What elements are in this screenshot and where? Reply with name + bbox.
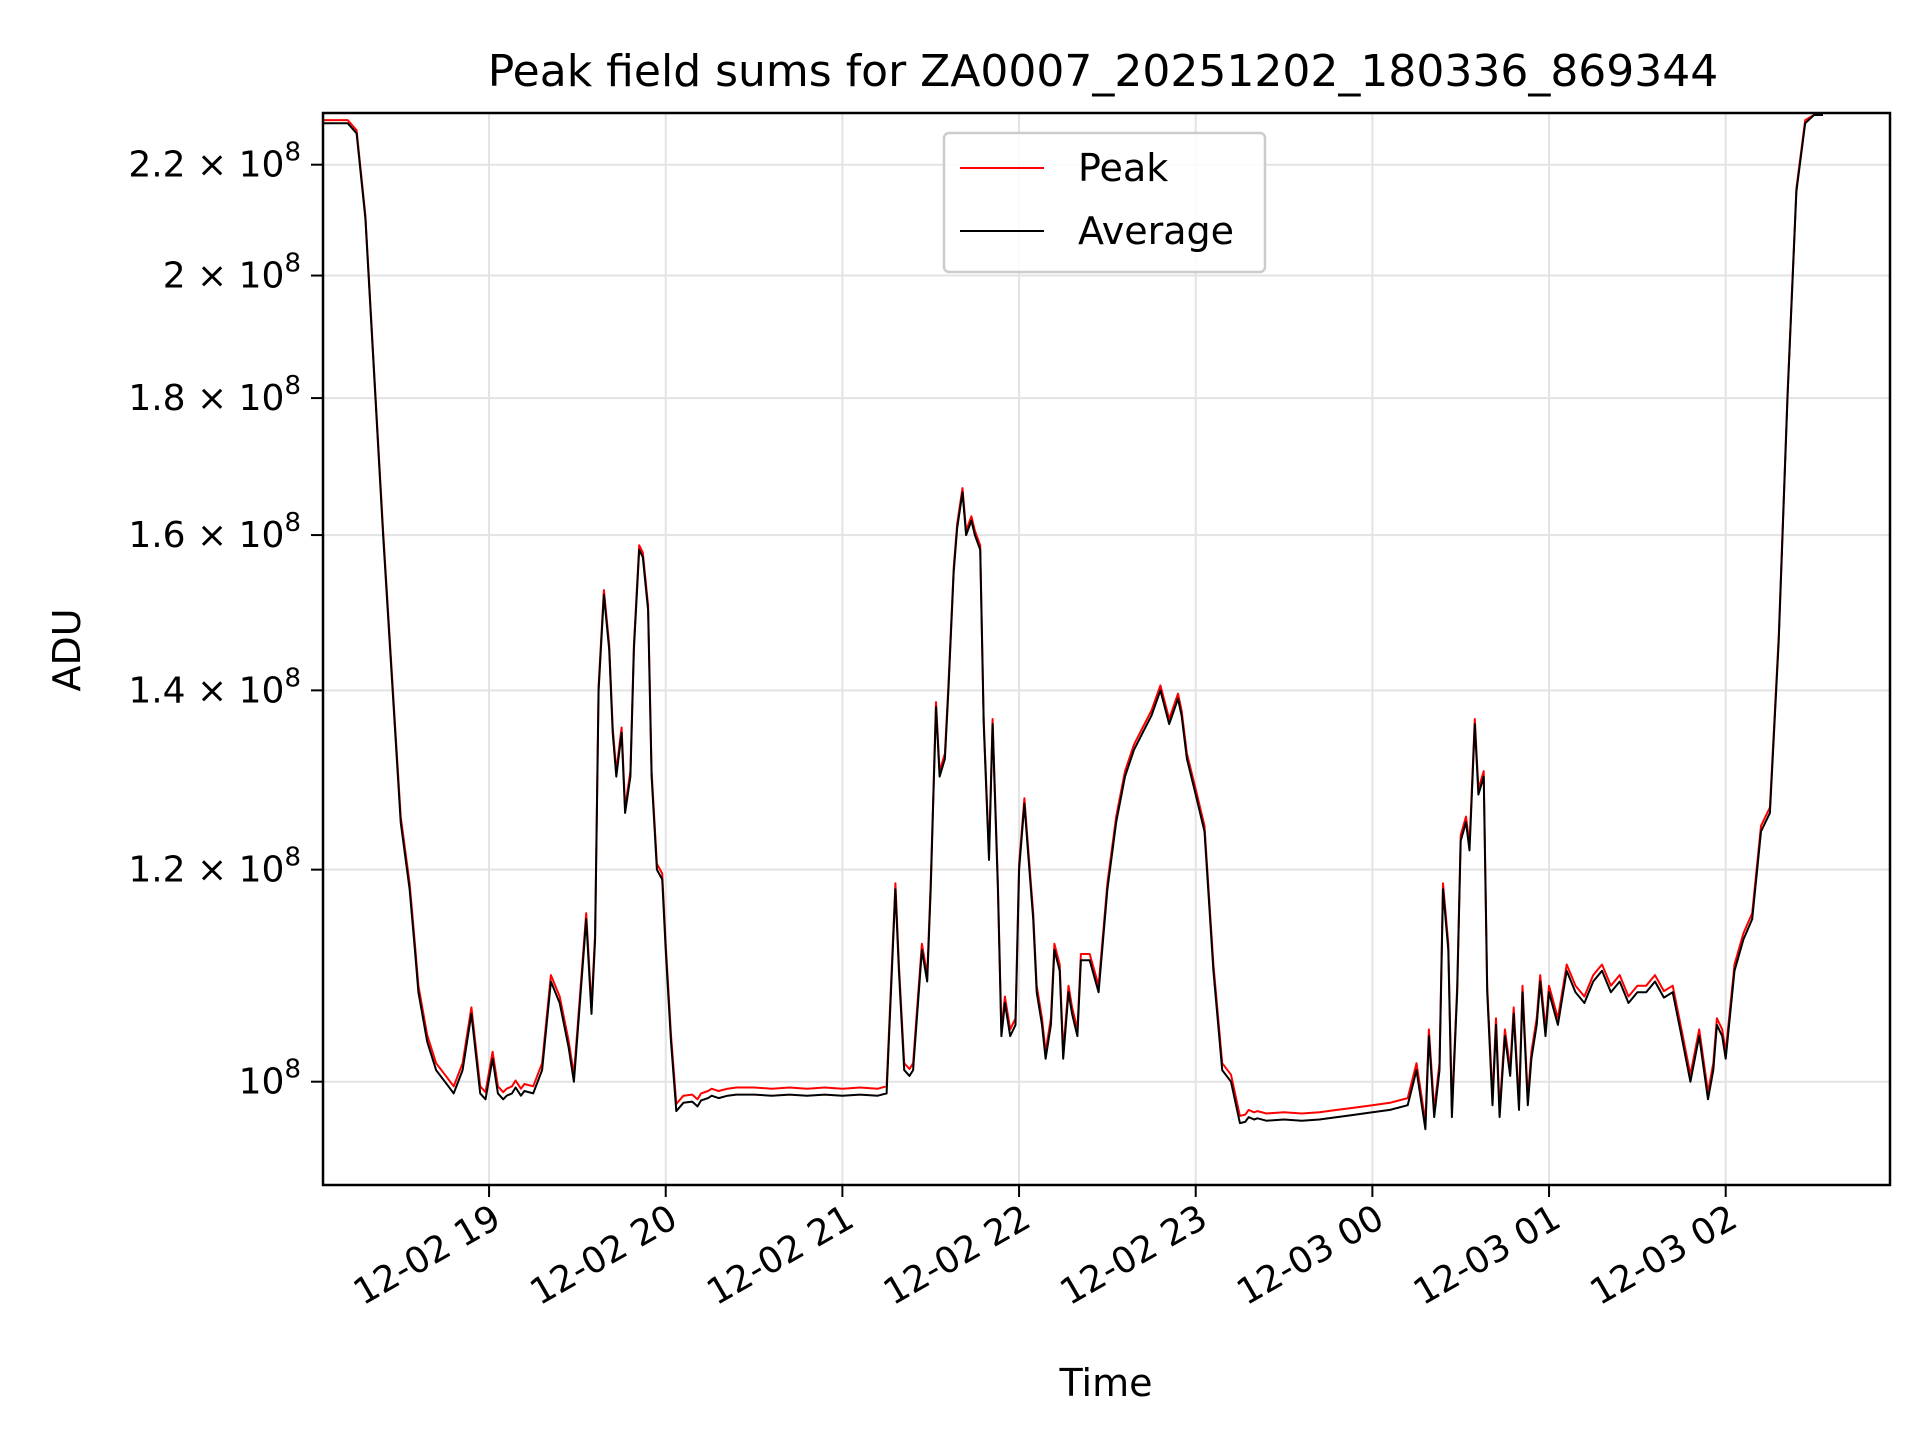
y-tick-label: 1.8 × 108 <box>128 371 301 419</box>
x-gridlines <box>488 113 1727 1185</box>
y-tick-label: 1.2 × 108 <box>128 843 301 891</box>
legend: Peak Average <box>942 131 1267 274</box>
series-layer <box>323 114 1823 1131</box>
x-axis-label: Time <box>1059 1361 1153 1405</box>
y-tick-label: 1.4 × 108 <box>128 663 301 711</box>
y-tick-label: 108 <box>239 1055 301 1103</box>
chart-title: Peak field sums for ZA0007_20251202_1803… <box>488 46 1719 97</box>
y-tick-label: 2.2 × 108 <box>128 138 301 186</box>
legend-label-average: Average <box>1078 209 1234 253</box>
y-tick-label: 2 × 108 <box>163 249 301 297</box>
y-tick-label: 1.6 × 108 <box>128 508 301 556</box>
series-line-average <box>323 114 1823 1131</box>
y-axis-label: ADU <box>45 608 89 691</box>
plot-frame <box>321 111 1892 1187</box>
y-axis: 108 1.2 × 108 1.4 × 108 1.6 × 108 1.8 × 108 2… <box>128 138 323 1103</box>
legend-label-peak: Peak <box>1078 146 1168 190</box>
